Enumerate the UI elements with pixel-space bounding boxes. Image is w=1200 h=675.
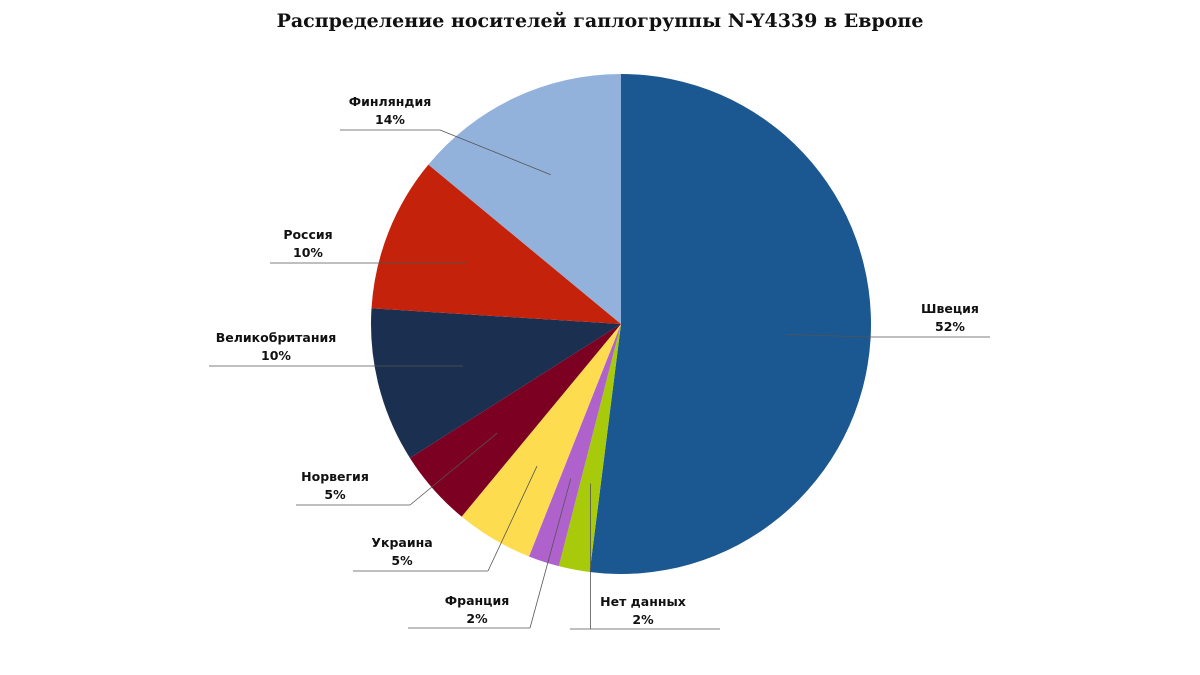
leader-line-1 [785,333,871,338]
slice-value-label-8: 14% [375,112,405,127]
leader-line-3 [529,478,572,629]
slice-label-8: Финляндия [349,94,432,109]
pie-slice-7 [371,164,621,324]
chart-title: Распределение носителей гаплогруппы N-Y4… [276,10,924,32]
slice-value-label-7: 10% [293,245,323,260]
pie-slice-5 [409,324,621,517]
pie-slice-6 [371,308,621,458]
slice-label-7: Россия [283,227,332,242]
slice-value-label-5: 5% [324,487,346,502]
slice-value-label-3: 2% [466,611,488,626]
pie-slice-1 [589,74,871,574]
slice-value-label-2: 2% [632,612,654,627]
slice-value-label-1: 52% [935,319,965,334]
slice-label-1: Швеция [921,301,979,316]
pie-slice-2 [558,324,621,573]
leader-line-5 [409,432,498,506]
pie-slice-4 [461,324,621,557]
slice-label-2: Нет данных [600,594,686,609]
slice-label-3: Франция [445,593,509,608]
slice-value-label-4: 5% [391,553,413,568]
leader-line-4 [487,465,538,572]
slice-value-label-6: 10% [261,348,291,363]
slice-label-4: Украина [371,535,432,550]
slice-label-6: Великобритания [216,330,337,345]
pie-slice-8 [428,74,621,324]
slice-label-5: Норвегия [301,469,369,484]
leader-line-8 [439,129,551,176]
pie-slice-3 [528,324,621,567]
